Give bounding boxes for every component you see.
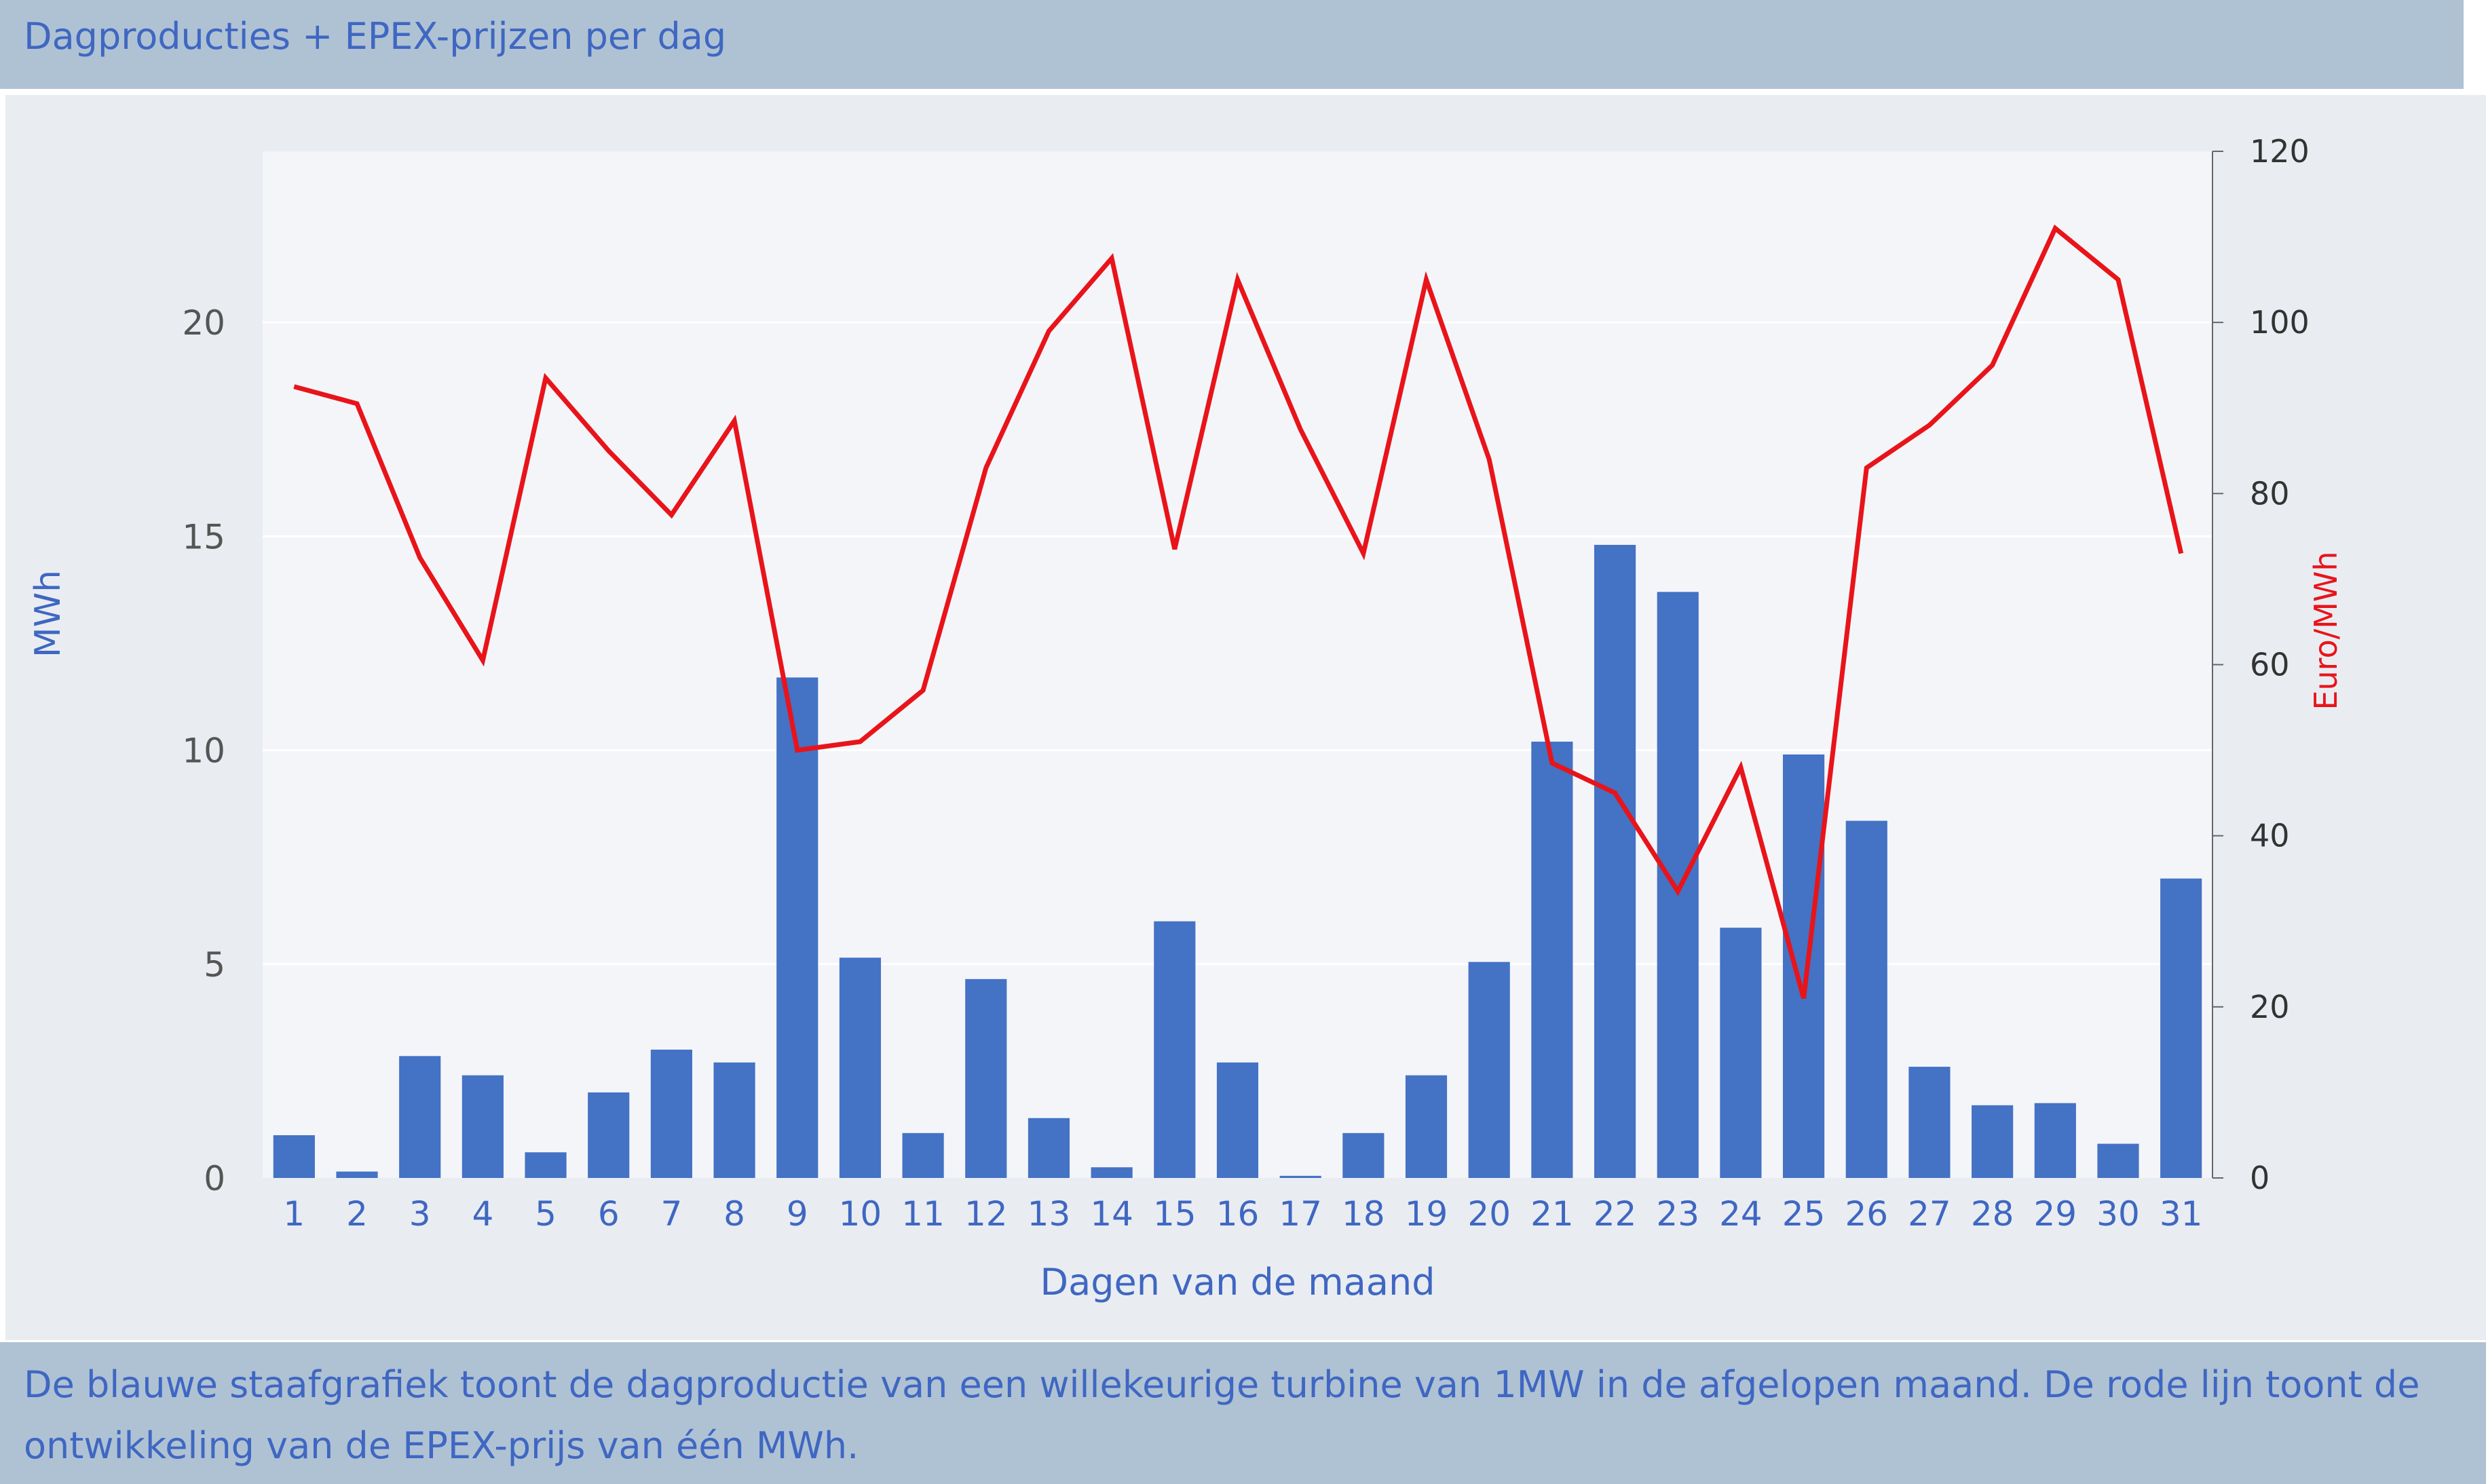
x-tick-label: 29 <box>2033 1194 2077 1234</box>
x-tick-label: 19 <box>1405 1194 1448 1234</box>
x-axis-title: Dagen van de maand <box>1040 1261 1435 1304</box>
x-tick-label: 31 <box>2160 1194 2203 1234</box>
y-tick-label: 0 <box>204 1159 225 1198</box>
x-tick-label: 23 <box>1656 1194 1699 1234</box>
bar <box>2034 1103 2076 1178</box>
y-tick-label: 20 <box>182 303 225 343</box>
plot-area <box>263 151 2212 1178</box>
y2-tick-label: 40 <box>2250 818 2290 854</box>
x-tick-label: 9 <box>787 1194 808 1234</box>
x-tick-label: 16 <box>1216 1194 1260 1234</box>
bar <box>965 978 1007 1178</box>
x-tick-label: 28 <box>1971 1194 2014 1234</box>
y2-tick-label: 60 <box>2250 647 2290 683</box>
bar <box>1028 1118 1070 1178</box>
x-tick-label: 11 <box>901 1194 945 1234</box>
bar <box>902 1133 944 1178</box>
bar <box>2097 1143 2139 1178</box>
x-tick-label: 25 <box>1782 1194 1826 1234</box>
chart-description: De blauwe staafgrafiek toont de dagprodu… <box>24 1363 2420 1467</box>
y2-tick-label: 80 <box>2250 475 2290 512</box>
x-tick-label: 12 <box>964 1194 1008 1234</box>
y2-tick-label: 0 <box>2250 1160 2270 1196</box>
y2-axis-title: Euro/MWh <box>2308 551 2344 710</box>
bar <box>1405 1075 1448 1178</box>
x-tick-label: 15 <box>1153 1194 1197 1234</box>
bar <box>336 1171 378 1178</box>
y2-tick-label: 120 <box>2250 133 2310 170</box>
x-tick-label: 21 <box>1530 1194 1574 1234</box>
bar <box>1594 544 1636 1178</box>
bar <box>1154 921 1196 1178</box>
y2-tick-label: 100 <box>2250 304 2310 341</box>
x-tick-label: 2 <box>346 1194 368 1234</box>
bar <box>1216 1062 1259 1178</box>
header-bar: Dagproducties + EPEX-prijzen per dag <box>0 0 2464 89</box>
bar <box>525 1152 567 1178</box>
bar <box>1531 741 1573 1178</box>
y-tick-label: 10 <box>182 731 225 771</box>
x-tick-label: 4 <box>472 1194 493 1234</box>
bar <box>1091 1167 1133 1178</box>
x-tick-label: 6 <box>598 1194 620 1234</box>
chart-panel: 0 5 10 15 20 0 20 40 60 80 100 120 1 2 3 4 5 6 7 8 9 10 11 12 13… <box>5 95 2486 1340</box>
x-tick-label: 5 <box>535 1194 557 1234</box>
x-tick-label: 13 <box>1028 1194 1071 1234</box>
bar <box>399 1056 441 1178</box>
bar <box>588 1092 630 1178</box>
bar <box>1908 1067 1951 1178</box>
x-tick-label: 7 <box>660 1194 682 1234</box>
bar <box>1342 1133 1385 1178</box>
bar <box>1972 1105 2014 1178</box>
bar <box>839 957 882 1178</box>
x-tick-label: 30 <box>2096 1194 2140 1234</box>
y-tick-label: 15 <box>182 517 225 556</box>
x-tick-label: 10 <box>839 1194 882 1234</box>
bar <box>2160 878 2202 1178</box>
bar <box>1720 928 1762 1178</box>
bar <box>713 1062 755 1178</box>
y-axis-title: MWh <box>28 570 69 658</box>
y-tick-label: 5 <box>204 945 225 985</box>
bar <box>1783 754 1825 1178</box>
bar <box>273 1135 315 1178</box>
x-tick-label: 18 <box>1342 1194 1385 1234</box>
x-tick-label: 20 <box>1467 1194 1511 1234</box>
x-tick-label: 24 <box>1719 1194 1763 1234</box>
bar <box>1845 820 1887 1178</box>
x-tick-label: 1 <box>283 1194 305 1234</box>
bar <box>1657 592 1699 1178</box>
footer-bar: De blauwe staafgrafiek toont de dagprodu… <box>0 1342 2486 1484</box>
y2-tick-label: 20 <box>2250 989 2290 1025</box>
bar <box>650 1049 692 1178</box>
x-tick-label: 22 <box>1594 1194 1637 1234</box>
x-tick-label: 14 <box>1090 1194 1133 1234</box>
x-tick-label: 17 <box>1279 1194 1322 1234</box>
bar <box>462 1075 504 1178</box>
x-tick-label: 3 <box>409 1194 431 1234</box>
chart-title: Dagproducties + EPEX-prijzen per dag <box>24 15 727 58</box>
bar <box>1279 1175 1321 1178</box>
x-tick-label: 27 <box>1908 1194 1951 1234</box>
price-line <box>293 224 2184 1000</box>
x-tick-label: 8 <box>723 1194 745 1234</box>
x-tick-label: 26 <box>1845 1194 1888 1234</box>
bar <box>1468 962 1510 1178</box>
bar <box>776 677 818 1178</box>
